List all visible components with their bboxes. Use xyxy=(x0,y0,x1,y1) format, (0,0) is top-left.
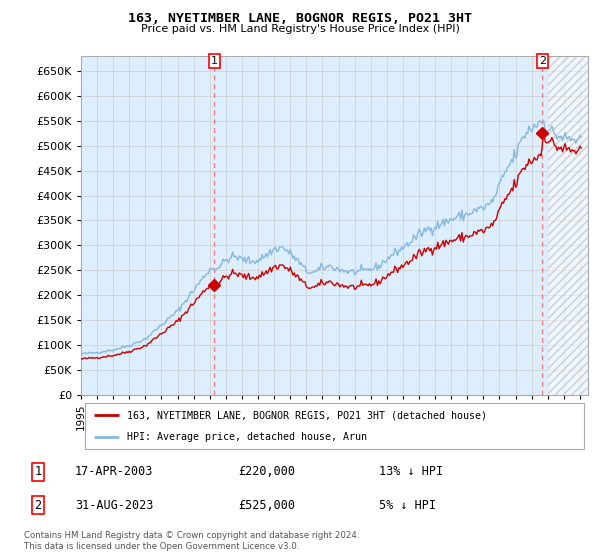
Text: 2: 2 xyxy=(35,499,41,512)
Text: 1: 1 xyxy=(211,56,218,66)
Text: 163, NYETIMBER LANE, BOGNOR REGIS, PO21 3HT (detached house): 163, NYETIMBER LANE, BOGNOR REGIS, PO21 … xyxy=(127,410,487,421)
Text: 13% ↓ HPI: 13% ↓ HPI xyxy=(379,465,443,478)
Text: Contains HM Land Registry data © Crown copyright and database right 2024.: Contains HM Land Registry data © Crown c… xyxy=(24,531,359,540)
Text: 5% ↓ HPI: 5% ↓ HPI xyxy=(379,499,436,512)
Text: 2: 2 xyxy=(539,56,546,66)
Text: 17-APR-2003: 17-APR-2003 xyxy=(75,465,153,478)
Text: £220,000: £220,000 xyxy=(238,465,295,478)
Text: 31-AUG-2023: 31-AUG-2023 xyxy=(75,499,153,512)
Text: 1: 1 xyxy=(35,465,41,478)
Text: Price paid vs. HM Land Registry's House Price Index (HPI): Price paid vs. HM Land Registry's House … xyxy=(140,24,460,34)
Text: 163, NYETIMBER LANE, BOGNOR REGIS, PO21 3HT: 163, NYETIMBER LANE, BOGNOR REGIS, PO21 … xyxy=(128,12,472,25)
FancyBboxPatch shape xyxy=(85,404,584,449)
Text: £525,000: £525,000 xyxy=(238,499,295,512)
Text: HPI: Average price, detached house, Arun: HPI: Average price, detached house, Arun xyxy=(127,432,367,442)
Text: This data is licensed under the Open Government Licence v3.0.: This data is licensed under the Open Gov… xyxy=(24,542,299,551)
